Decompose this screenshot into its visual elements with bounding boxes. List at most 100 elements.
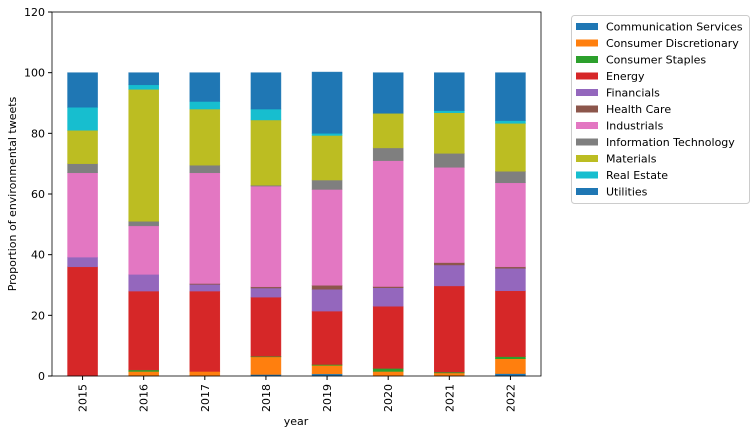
legend-label: Consumer Discretionary <box>606 37 739 50</box>
bar-segment-2019-utilities <box>311 71 343 134</box>
bar-segment-2022-materials <box>495 123 526 172</box>
legend-swatch-real-estate <box>576 171 598 179</box>
bar-segment-2016-materials <box>128 89 159 222</box>
legend-swatch-utilities <box>576 188 598 195</box>
y-tick-label: 20 <box>31 309 45 322</box>
bar-segment-2021-utilities <box>434 72 465 111</box>
bar-segment-2021-energy <box>434 285 465 373</box>
bar-segment-2021-consumer-discretionary <box>434 372 465 377</box>
bar-segment-2015-information-technology <box>67 163 98 174</box>
bar-segment-2018-consumer-discretionary <box>250 356 282 375</box>
bar-segment-2019-consumer-discretionary <box>311 365 343 375</box>
bar-segment-2019-real-estate <box>311 133 343 136</box>
bar-segment-2015-utilities <box>67 72 98 108</box>
bar-segment-2019-materials <box>311 135 343 181</box>
bar-segment-2020-financials <box>372 287 404 307</box>
legend-label: Information Technology <box>606 136 735 149</box>
plot-frame <box>51 11 542 377</box>
bar-segment-2017-real-estate <box>189 101 221 110</box>
bar-segment-2022-financials <box>495 268 526 292</box>
bar-segment-2018-industrials <box>250 185 282 288</box>
bar-segment-2021-materials <box>434 112 465 154</box>
x-tick-label: 2022 <box>504 384 517 412</box>
bar-segment-2017-materials <box>189 108 221 166</box>
bar-segment-2018-financials <box>250 287 282 298</box>
bar-segment-2018-real-estate <box>250 108 282 121</box>
legend-label: Utilities <box>606 186 648 199</box>
x-tick-label: 2018 <box>260 384 273 412</box>
bar-segment-2020-industrials <box>372 160 404 287</box>
bar-segment-2021-industrials <box>434 167 465 263</box>
bar-segment-2021-real-estate <box>434 110 465 113</box>
y-tick-label: 80 <box>31 127 45 140</box>
bar-segment-2019-information-technology <box>311 179 343 190</box>
legend-swatch-materials <box>576 155 598 162</box>
bar-segment-2016-industrials <box>128 225 159 275</box>
x-tick-label: 2016 <box>138 384 151 412</box>
legend-label: Industrials <box>606 120 664 133</box>
bar-segment-2016-energy <box>128 290 159 371</box>
bar-segment-2015-financials <box>67 256 98 268</box>
bar-segment-2017-consumer-discretionary <box>189 371 221 377</box>
bar-segment-2022-consumer-discretionary <box>495 358 526 374</box>
legend: Communication Services Consumer Discretio… <box>571 15 750 204</box>
bar-segment-2021-health-care <box>434 262 465 266</box>
bar-segment-2020-energy <box>372 305 404 369</box>
legend-box <box>571 15 750 204</box>
bar-segment-2015-real-estate <box>67 106 98 131</box>
legend-swatch-communication-services <box>576 23 598 30</box>
bar-segment-2019-energy <box>311 310 343 365</box>
bar-segment-2016-utilities <box>128 72 159 86</box>
bar-segment-2021-financials <box>434 264 465 287</box>
legend-swatch-industrials <box>576 122 598 129</box>
y-tick-label: 0 <box>38 370 45 383</box>
y-tick-label: 120 <box>24 6 45 19</box>
bar-segment-2017-energy <box>189 290 221 372</box>
legend-swatch-energy <box>576 72 598 80</box>
bar-segment-2015-energy <box>67 266 98 377</box>
bar-segment-2022-industrials <box>495 182 526 268</box>
bar-segment-2020-consumer-staples <box>372 368 404 372</box>
bar-segment-2017-industrials <box>189 172 221 284</box>
bar-segment-2022-real-estate <box>495 120 526 124</box>
legend-swatch-consumer-staples <box>576 56 598 63</box>
bar-segment-2016-real-estate <box>128 84 159 90</box>
bar-segment-2019-health-care <box>311 285 343 290</box>
bar-segment-2022-consumer-staples <box>495 356 526 359</box>
x-tick-label: 2015 <box>77 384 90 412</box>
legend-swatch-consumer-discretionary <box>576 39 598 47</box>
bar-segment-2018-materials <box>250 119 282 186</box>
y-tick-label: 40 <box>31 249 45 262</box>
legend-swatch-information-technology <box>576 138 598 146</box>
y-axis-label: Proportion of environmental tweets <box>6 96 19 291</box>
bar-segment-2018-energy <box>250 296 282 357</box>
legend-label: Materials <box>606 153 657 166</box>
bar-segment-2022-information-technology <box>495 171 526 184</box>
bars-group <box>67 71 526 377</box>
x-tick-label: 2019 <box>321 384 334 412</box>
y-tick-label: 60 <box>31 188 45 201</box>
legend-swatch-financials <box>576 89 598 96</box>
bar-segment-2019-financials <box>311 288 343 312</box>
x-tick-label: 2017 <box>199 384 212 412</box>
bar-segment-2018-utilities <box>250 72 282 110</box>
bar-segment-2019-industrials <box>311 189 343 286</box>
legend-label: Communication Services <box>606 21 743 34</box>
bar-segment-2021-information-technology <box>434 153 465 168</box>
legend-label: Real Estate <box>606 169 668 182</box>
bar-segment-2016-consumer-discretionary <box>128 371 159 377</box>
bar-segment-2020-utilities <box>372 72 404 114</box>
x-tick-label: 2020 <box>382 384 395 412</box>
bar-segment-2020-materials <box>372 113 404 149</box>
legend-label: Financials <box>606 87 660 100</box>
legend-label: Health Care <box>606 103 671 116</box>
bar-segment-2022-energy <box>495 290 526 357</box>
x-tick-label: 2021 <box>443 384 456 412</box>
legend-label: Energy <box>606 70 645 83</box>
bar-segment-2016-financials <box>128 274 159 292</box>
bar-segment-2017-information-technology <box>189 164 221 174</box>
legend-swatch-health-care <box>576 105 598 113</box>
bar-segment-2015-materials <box>67 130 98 164</box>
